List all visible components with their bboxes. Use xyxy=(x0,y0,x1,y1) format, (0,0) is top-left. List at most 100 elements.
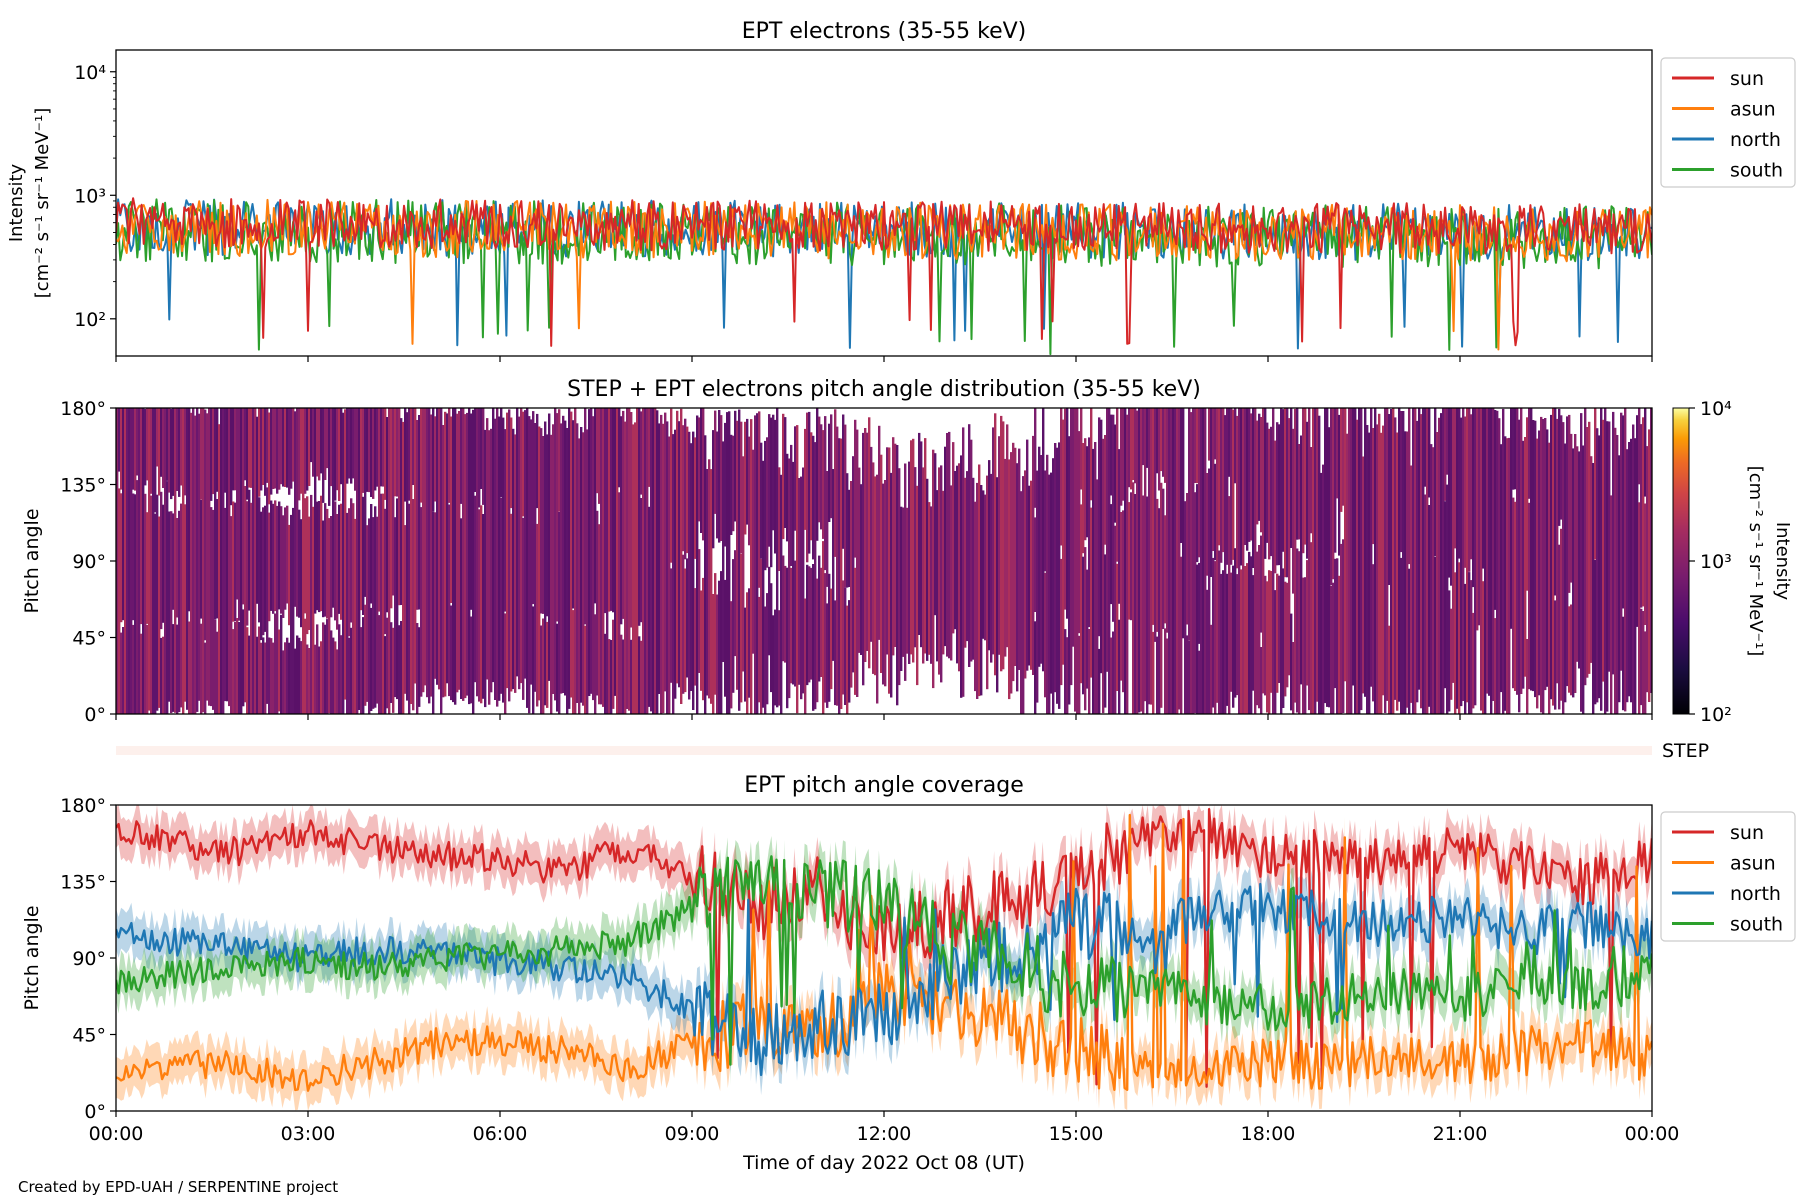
heatmap-cell xyxy=(804,428,807,530)
heatmap-cell xyxy=(1274,440,1277,574)
heatmap-cell xyxy=(466,412,469,696)
heatmap-cell xyxy=(746,418,749,525)
heatmap-cell xyxy=(160,491,163,630)
heatmap-cell xyxy=(268,412,271,505)
heatmap-cell xyxy=(686,426,689,554)
heatmap-cell xyxy=(1112,414,1115,622)
heatmap-cell xyxy=(256,416,259,604)
heatmap-cell xyxy=(1338,414,1341,556)
heatmap-cell xyxy=(1252,575,1255,691)
heatmap-cell xyxy=(1608,421,1611,672)
heatmap-cell xyxy=(324,503,327,617)
heatmap-cell xyxy=(1286,408,1289,578)
heatmap-cell xyxy=(228,408,231,707)
p2-xticks xyxy=(115,714,1653,720)
heatmap-cell xyxy=(1638,502,1641,714)
heatmap-cell xyxy=(420,507,423,697)
heatmap-cell xyxy=(330,408,333,487)
heatmap-cell xyxy=(1054,443,1057,693)
heatmap-cell xyxy=(156,408,159,467)
heatmap-cell xyxy=(476,408,479,697)
heatmap-cell xyxy=(998,436,1001,655)
heatmap-cell xyxy=(304,498,307,614)
heatmap-cell xyxy=(300,408,303,494)
panel2-title: STEP + EPT electrons pitch angle distrib… xyxy=(567,377,1201,402)
heatmap-cell xyxy=(922,467,925,664)
heatmap-cell xyxy=(716,594,719,714)
y-tick-label: 0° xyxy=(84,704,106,726)
heatmap-cell xyxy=(926,478,929,661)
heatmap-cell xyxy=(1552,408,1555,706)
heatmap-cell xyxy=(474,495,477,683)
heatmap-cell xyxy=(462,408,465,701)
heatmap-cell xyxy=(1388,625,1391,714)
heatmap-cell xyxy=(264,642,267,714)
heatmap-cell xyxy=(974,501,977,692)
heatmap-cell xyxy=(1288,418,1291,676)
heatmap-cell xyxy=(778,610,781,706)
heatmap-cell xyxy=(1582,445,1585,714)
heatmap-cell xyxy=(416,420,419,610)
heatmap-cell xyxy=(1038,446,1041,667)
heatmap-cell xyxy=(348,408,351,479)
heatmap-cell xyxy=(1250,413,1253,541)
heatmap-cell xyxy=(1384,408,1387,713)
heatmap-cell xyxy=(1104,435,1107,545)
heatmap-cell xyxy=(802,467,805,694)
heatmap-cell xyxy=(356,408,359,714)
heatmap-cell xyxy=(542,618,545,714)
heatmap-cell xyxy=(362,496,365,615)
heatmap-cell xyxy=(1298,551,1301,714)
heatmap-cell xyxy=(1606,421,1609,712)
y-tick-label: 45° xyxy=(72,628,106,650)
heatmap-cell xyxy=(370,607,373,711)
heatmap-cell xyxy=(176,518,179,618)
heatmap-cell xyxy=(390,622,393,703)
heatmap-cell xyxy=(242,408,245,605)
heatmap-cell xyxy=(842,580,845,695)
heatmap-cell xyxy=(1256,420,1259,525)
heatmap-cell xyxy=(610,640,613,714)
heatmap-cell xyxy=(904,463,907,681)
heatmap-cell xyxy=(806,564,809,686)
heatmap-cell xyxy=(426,408,429,698)
heatmap-cell xyxy=(1050,472,1053,694)
heatmap-cell xyxy=(1326,408,1329,707)
heatmap-cell xyxy=(1300,435,1303,685)
heatmap-cell xyxy=(166,408,169,481)
heatmap-cell xyxy=(1324,408,1327,704)
heatmap-cell xyxy=(674,429,677,699)
heatmap-cell xyxy=(1034,517,1037,612)
heatmap-cell xyxy=(210,408,213,501)
heatmap-cell xyxy=(178,408,181,497)
heatmap-cell xyxy=(374,408,377,491)
heatmap-cell xyxy=(1502,408,1505,714)
heatmap-cell xyxy=(842,414,845,549)
heatmap-cell xyxy=(676,410,679,684)
heatmap-cell xyxy=(230,408,233,506)
heatmap-cell xyxy=(200,499,203,619)
heatmap-cell xyxy=(1592,463,1595,714)
heatmap-cell xyxy=(1402,411,1405,714)
heatmap-cell xyxy=(132,408,135,490)
heatmap-cell xyxy=(1116,563,1119,691)
heatmap-cell xyxy=(746,592,749,714)
heatmap-cell xyxy=(1142,408,1145,466)
heatmap-cell xyxy=(1194,492,1197,714)
heatmap-cell xyxy=(1358,408,1361,714)
heatmap-cell xyxy=(120,632,123,714)
heatmap-cell xyxy=(376,516,379,704)
y-tick-label: 90° xyxy=(72,948,106,970)
heatmap-cell xyxy=(1448,590,1451,712)
heatmap-cell xyxy=(1588,421,1591,674)
heatmap-cell xyxy=(584,408,587,625)
heatmap-cell xyxy=(418,627,421,707)
heatmap-cell xyxy=(320,641,323,714)
heatmap-cell xyxy=(1556,418,1559,684)
legend-sun-label: sun xyxy=(1730,822,1764,844)
heatmap-cell xyxy=(1528,408,1531,499)
heatmap-cell xyxy=(1368,432,1371,714)
heatmap-cell xyxy=(712,430,715,549)
heatmap-cell xyxy=(234,502,237,622)
heatmap-cell xyxy=(870,446,873,642)
